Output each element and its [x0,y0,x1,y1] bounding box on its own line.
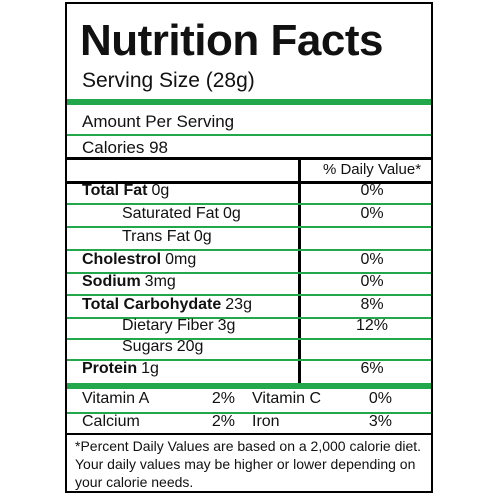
row-divider [67,294,431,296]
nutrient-row: Total Carbohydate 23g [82,294,252,316]
nutrient-amount: 3mg [144,273,176,290]
divider [67,157,431,160]
dv-header: % Daily Value* [322,161,422,178]
nutrient-row: Sugars 20g [122,336,203,358]
nutrient-amount: 23g [225,296,252,313]
divider [67,99,431,105]
nutrient-name: Cholestrol [82,251,162,268]
nutrient-row: Sodium 3mg [82,271,176,293]
daily-value: 0% [360,205,384,222]
nutrient-name: Sugars [122,338,173,355]
divider [67,181,431,184]
column-divider [298,157,301,383]
daily-value: 0% [360,273,384,290]
row-divider [67,203,431,205]
vitamin-value: 2% [211,390,235,407]
nutrient-name: Sodium [82,273,141,290]
nutrient-amount: 1g [141,360,159,377]
nutrient-amount: 3g [217,317,236,334]
serving-size: Serving Size (28g) [82,69,255,92]
row-divider [67,249,431,251]
amount-per-serving: Amount Per Serving [82,112,235,131]
divider [67,383,431,389]
nutrition-label: Nutrition Facts Serving Size (28g) Amoun… [65,2,433,493]
nutrient-amount: 0mg [165,251,197,268]
vitamin-value: 0% [368,390,392,407]
nutrient-name: Saturated Fat [122,205,219,222]
row-divider [67,226,431,228]
nutrient-amount: 0g [193,228,212,245]
footnote-line: *Percent Daily Values are based on a 2,0… [75,438,422,454]
row-divider [67,317,431,319]
nutrient-row: Dietary Fiber 3g [122,315,235,337]
row-divider [67,359,431,361]
calories: Calories 98 [82,138,168,157]
daily-value: 12% [355,317,389,334]
footnote-line: Your daily values may be higher or lower… [75,456,416,472]
vitamin-name: Vitamin C [252,390,322,407]
nutrient-name: Dietary Fiber [122,317,214,334]
vitamin-value: 3% [368,413,392,430]
nutrient-name: Trans Fat [122,228,190,245]
row-divider [67,272,431,274]
nutrient-row: Cholestrol 0mg [82,249,196,271]
footnote-line: your calorie needs. [75,474,194,490]
nutrient-row: Total Fat 0g [82,180,169,202]
row-divider [67,338,431,340]
nutrient-name: Protein [82,360,138,377]
nutrient-amount: 20g [176,338,204,355]
nutrient-name: Total Carbohydate [82,296,222,313]
nutrient-row: Saturated Fat 0g [122,203,241,225]
divider [67,134,431,136]
daily-value: 0% [360,251,384,268]
vitamin-value: 2% [211,413,235,430]
title: Nutrition Facts [80,16,383,65]
divider [67,412,431,414]
nutrient-row: Protein 1g [82,358,159,380]
nutrient-row: Trans Fat 0g [122,226,212,248]
daily-value: 8% [360,296,384,313]
divider [67,433,431,435]
nutrient-name: Total Fat [82,182,148,199]
vitamin-name: Calcium [82,413,140,430]
daily-value: 0% [360,182,384,199]
vitamin-name: Iron [252,413,280,430]
vitamin-name: Vitamin A [82,390,150,407]
nutrient-amount: 0g [151,182,170,199]
daily-value: 6% [360,360,384,377]
nutrient-amount: 0g [222,205,241,222]
